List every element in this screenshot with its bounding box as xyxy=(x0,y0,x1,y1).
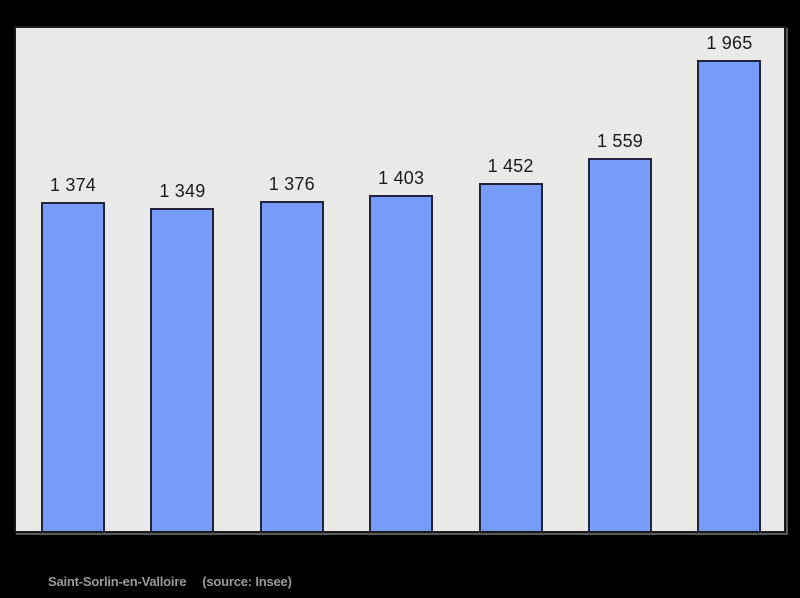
caption-place: Saint-Sorlin-en-Valloire xyxy=(48,574,187,589)
bar-value-label: 1 374 xyxy=(49,174,97,195)
bar xyxy=(259,201,324,531)
bar-value-label: 1 965 xyxy=(706,33,753,54)
bar xyxy=(369,194,434,531)
bar xyxy=(697,60,762,531)
bar-value-label: 1 376 xyxy=(268,174,315,195)
bar-value-label: 1 403 xyxy=(378,167,425,188)
bar xyxy=(588,157,652,531)
caption-source: (source: Insee) xyxy=(202,574,292,589)
bar-value-label: 1 559 xyxy=(596,130,644,151)
chart-caption: Saint-Sorlin-en-Valloire (source: Insee) xyxy=(48,574,292,589)
bar xyxy=(41,201,105,531)
bar xyxy=(478,183,543,531)
bar xyxy=(150,207,215,531)
bar-value-label: 1 452 xyxy=(487,156,534,177)
plot-area: 1 374 1 349 1 376 1 403 1 452 1 559 1 965 xyxy=(16,28,784,531)
plot-frame: 1 374 1 349 1 376 1 403 1 452 1 559 1 965 xyxy=(14,26,786,533)
bar-value-label: 1 349 xyxy=(159,180,206,201)
